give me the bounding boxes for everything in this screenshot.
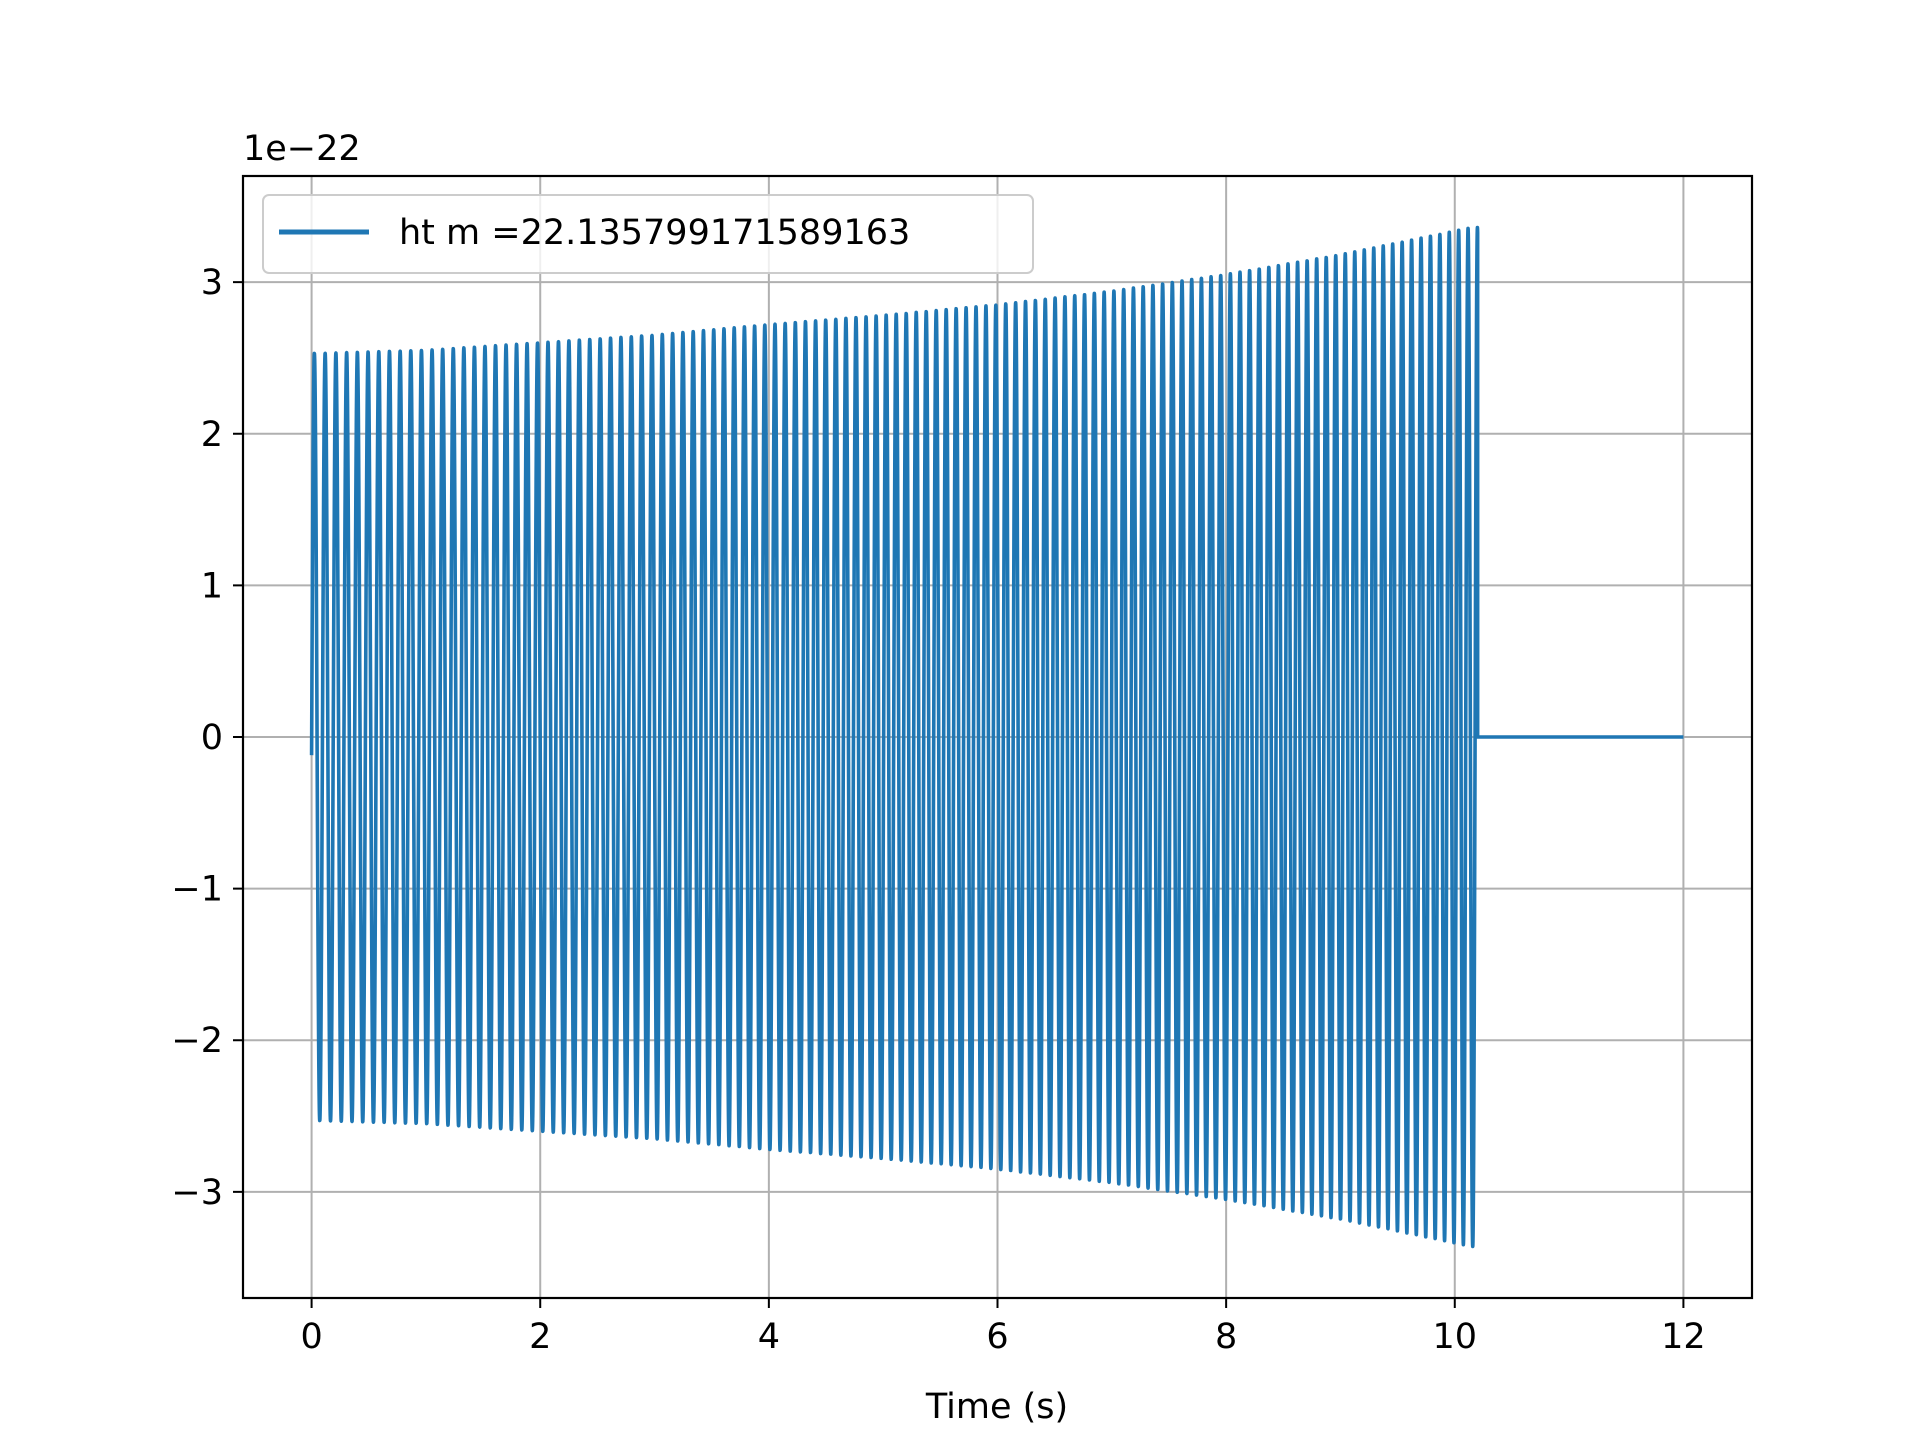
x-tick-label: 0	[300, 1317, 322, 1357]
x-tick-label: 2	[529, 1317, 551, 1357]
series-line-0	[309, 225, 1684, 1249]
y-axis-offset-label: 1e−22	[243, 129, 361, 169]
x-axis-label: Time (s)	[925, 1387, 1068, 1427]
y-tick-label: 2	[201, 415, 223, 455]
y-tick-label: −2	[171, 1021, 223, 1061]
y-tick-label: 1	[201, 566, 223, 606]
x-axis: 0 2 4 6 8 10 12	[300, 1298, 1706, 1357]
x-tick-label: 12	[1661, 1317, 1706, 1357]
x-tick-label: 4	[758, 1317, 780, 1357]
y-axis: −3 −2 −1 0 1 2 3	[171, 263, 243, 1213]
plot-area	[309, 225, 1684, 1249]
legend: ht m =22.135799171589163	[262, 194, 1034, 274]
legend-entry-label: ht m =22.135799171589163	[399, 213, 910, 253]
y-tick-label: −1	[171, 870, 223, 910]
y-tick-label: 0	[201, 718, 223, 758]
x-tick-label: 6	[986, 1317, 1008, 1357]
x-tick-label: 10	[1432, 1317, 1477, 1357]
y-tick-label: −3	[171, 1173, 223, 1213]
y-tick-label: 3	[201, 263, 223, 303]
legend-box	[262, 194, 1034, 274]
series-layer	[309, 225, 1684, 1249]
x-tick-label: 8	[1215, 1317, 1237, 1357]
